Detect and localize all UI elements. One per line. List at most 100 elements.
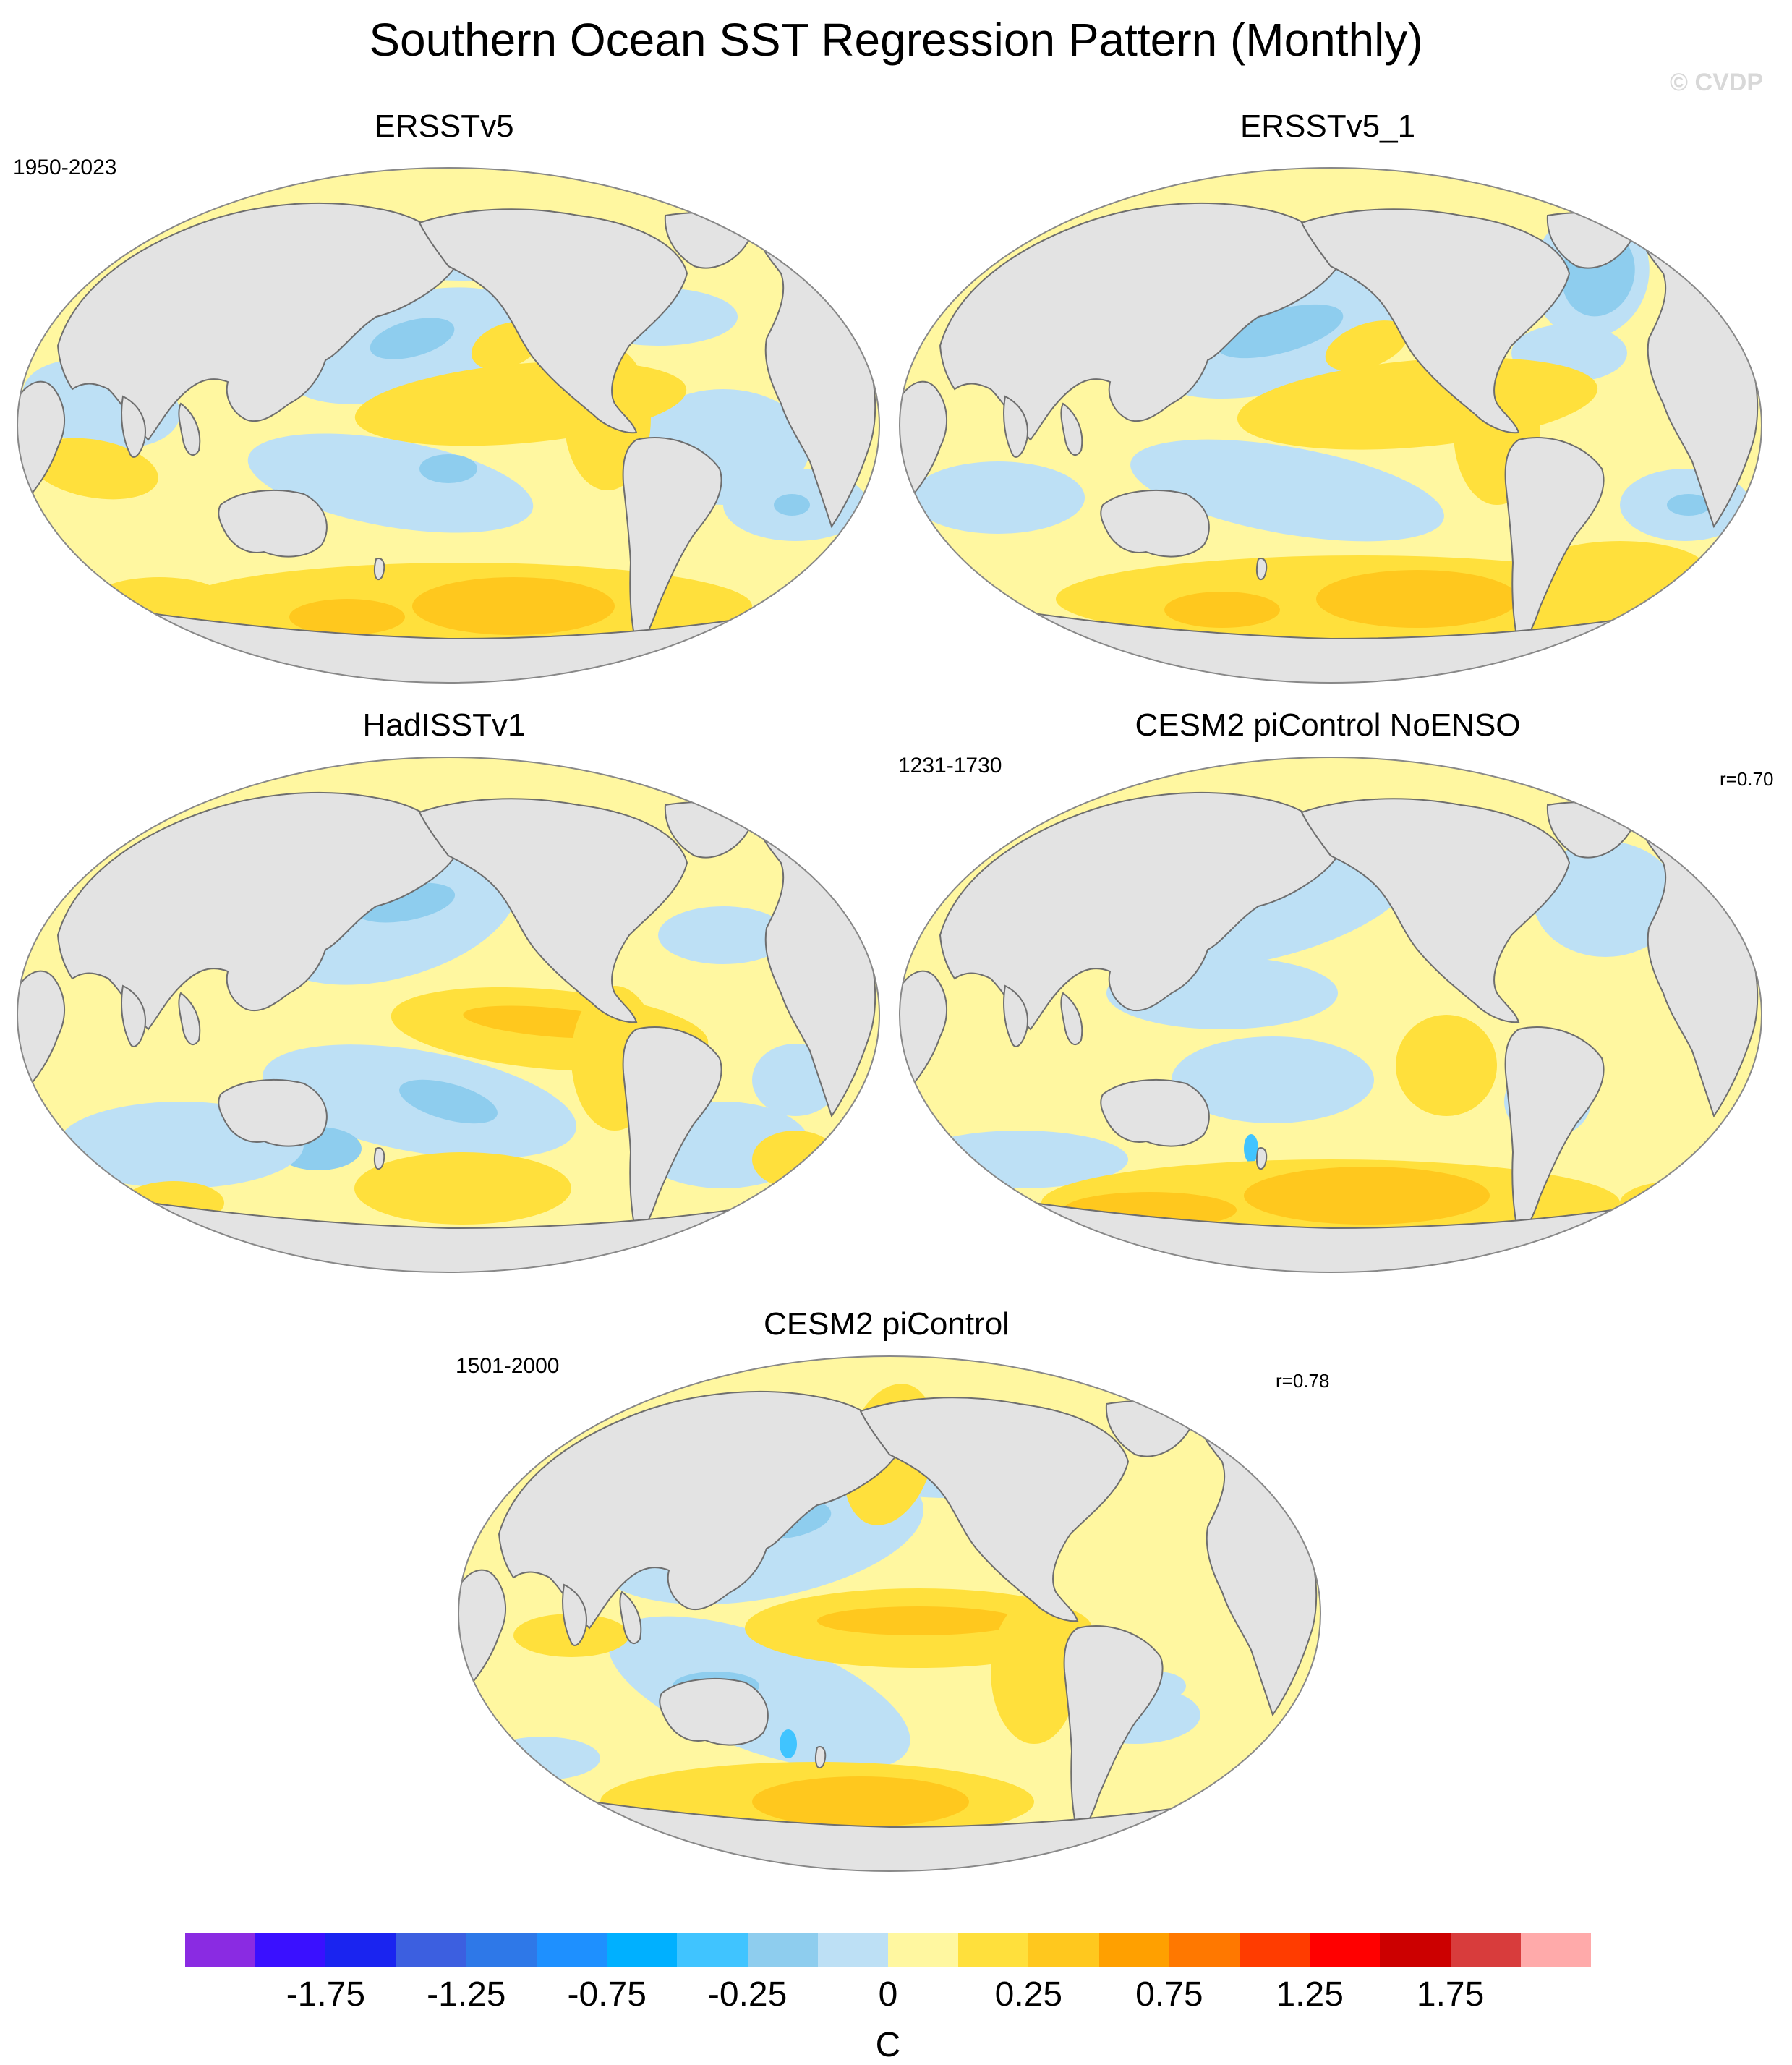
positive-anomaly-patch: [1620, 1181, 1736, 1225]
negative-anomaly-patch: [1130, 439, 1444, 542]
regression-map-ersstv5-1: [899, 167, 1762, 684]
negative-anomaly-patch: [1216, 304, 1344, 359]
colorbar-box: [185, 1933, 256, 1967]
land-australia: [1100, 1079, 1210, 1147]
positive-anomaly-patch: [1325, 320, 1409, 371]
regression-map-cesm2-noenso: [899, 757, 1762, 1273]
positive-anomaly-patch: [1533, 541, 1707, 599]
colorbar-box: [1240, 1933, 1310, 1967]
land-seAsia: [178, 992, 201, 1046]
positive-anomaly-patch: [752, 1776, 969, 1827]
negative-anomaly-patch: [658, 906, 788, 964]
panel-title-cesm2-noenso: CESM2 piControl NoENSO: [1135, 707, 1521, 743]
land-southAmerica: [622, 1026, 722, 1237]
land-australia: [659, 1678, 769, 1746]
colorbar-box: [396, 1933, 466, 1967]
land-nz: [374, 558, 385, 581]
panel-title-cesm2-picontrol: CESM2 piControl: [764, 1306, 1010, 1342]
colorbar-box: [677, 1933, 748, 1967]
positive-anomaly-patch: [1244, 1167, 1490, 1225]
colorbar-tick-label: 1.25: [1276, 1975, 1344, 2014]
panel-title-hadisstv1: HadISSTv1: [362, 707, 526, 743]
land-seAsia: [1060, 402, 1083, 456]
positive-anomaly-patch: [991, 1599, 1078, 1744]
colorbar-box: [747, 1933, 818, 1967]
colorbar-box: [1450, 1933, 1521, 1967]
period-label-cesm2-picontrol: 1501-2000: [456, 1354, 560, 1378]
panel-title-ersstv5: ERSSTv5: [374, 108, 514, 144]
land-northAmerica: [418, 798, 688, 1023]
colorbar-box: [537, 1933, 607, 1967]
positive-anomaly-patch: [354, 1152, 571, 1225]
map-border: [17, 757, 880, 1273]
land-nz: [1256, 1147, 1268, 1170]
colorbar: [185, 1933, 1592, 1967]
period-label-ersstv5: 1950-2023: [13, 156, 117, 179]
colorbar-box: [1028, 1933, 1099, 1967]
colorbar-box: [1169, 1933, 1240, 1967]
land-india: [1003, 984, 1028, 1047]
negative-anomaly-patch: [911, 461, 1085, 534]
negative-anomaly-patch: [1172, 1036, 1374, 1123]
positive-anomaly-patch: [1396, 1015, 1497, 1116]
colorbar-tick-label: 0.75: [1135, 1975, 1203, 2014]
land-seAsia: [619, 1591, 642, 1645]
colorbar-tick-label: -0.25: [707, 1975, 788, 2014]
map-border: [899, 167, 1762, 684]
negative-anomaly-patch: [399, 1079, 498, 1124]
colorbar-tick-label: 0.25: [994, 1975, 1063, 2014]
regression-map-cesm2-picontrol: [458, 1355, 1321, 1872]
land-india: [121, 984, 146, 1047]
colorbar-box: [1520, 1933, 1592, 1967]
map-border: [458, 1355, 1321, 1872]
colorbar-box: [1098, 1933, 1169, 1967]
colorbar-box: [607, 1933, 678, 1967]
land-northAmerica: [418, 208, 688, 434]
land-australia: [218, 490, 328, 558]
land-southAmerica: [622, 437, 722, 647]
positive-anomaly-patch: [1316, 570, 1519, 628]
negative-anomaly-patch: [774, 494, 810, 516]
colorbar-box: [817, 1933, 889, 1967]
land-nz: [1256, 558, 1268, 581]
colorbar-units-label: C: [875, 2026, 901, 2064]
land-nz: [815, 1746, 827, 1769]
colorbar-tick-label: 0: [878, 1975, 898, 2014]
regression-map-ersstv5: [17, 167, 880, 684]
colorbar-box: [466, 1933, 537, 1967]
land-seAsia: [178, 402, 201, 456]
regression-map-hadisstv1: [17, 757, 880, 1273]
negative-anomaly-patch: [419, 454, 477, 483]
land-northAmerica: [1300, 798, 1571, 1023]
map-border: [17, 167, 880, 684]
positive-anomaly-patch: [289, 599, 405, 635]
land-seAsia: [1060, 992, 1083, 1046]
colorbar-tick-label: -1.75: [286, 1975, 366, 2014]
positive-anomaly-patch: [1164, 592, 1280, 628]
positive-anomaly-patch: [30, 438, 158, 500]
negative-anomaly-patch: [1244, 1134, 1258, 1163]
land-southAmerica: [1063, 1625, 1164, 1836]
map-border: [899, 757, 1762, 1273]
negative-anomaly-patch: [485, 1737, 600, 1780]
colorbar-box: [255, 1933, 326, 1967]
land-southAmerica: [1504, 1026, 1605, 1237]
land-india: [1003, 395, 1028, 458]
land-nz: [374, 1147, 385, 1170]
pattern-correlation-cesm2-picontrol: r=0.78: [1276, 1370, 1330, 1392]
colorbar-tick-label: -0.75: [567, 1975, 647, 2014]
panel-title-ersstv5-1: ERSSTv5_1: [1240, 108, 1416, 144]
colorbar-box: [958, 1933, 1029, 1967]
land-northAmerica: [859, 1397, 1130, 1622]
colorbar-tick-label: -1.25: [427, 1975, 506, 2014]
negative-anomaly-patch: [370, 318, 455, 359]
figure-title: Southern Ocean SST Regression Pattern (M…: [369, 14, 1423, 66]
land-australia: [1100, 490, 1210, 558]
negative-anomaly-patch: [1533, 841, 1678, 957]
positive-anomaly-patch: [817, 1606, 1020, 1635]
cvdp-watermark: © CVDP: [1670, 69, 1763, 96]
colorbar-box: [1380, 1933, 1451, 1967]
land-southAmerica: [1504, 437, 1605, 647]
land-india: [121, 395, 146, 458]
period-label-cesm2-noenso: 1231-1730: [898, 754, 1002, 778]
